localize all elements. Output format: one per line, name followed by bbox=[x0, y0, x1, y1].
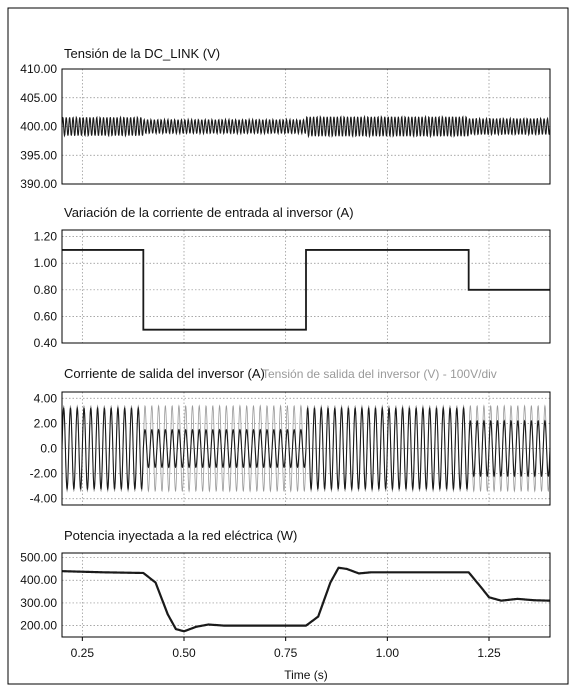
plot-panel: 1.20 1.00 0.80 0.60 0.40 bbox=[34, 229, 551, 350]
plot-frame bbox=[61, 68, 551, 185]
y-tick-label: 400.00 bbox=[20, 120, 57, 134]
x-axis: 0.25 0.50 0.75 1.00 1.25 bbox=[71, 637, 501, 660]
series-line bbox=[61, 406, 551, 491]
series-line bbox=[61, 114, 551, 139]
plot-panel: 4.00 2.00 0.0 -2.00 -4.00 bbox=[30, 391, 551, 506]
plot-panel: 500.00 400.00 300.00 200.00 bbox=[20, 551, 551, 638]
chart-title: Variación de la corriente de entrada al … bbox=[64, 205, 354, 220]
series-line bbox=[61, 566, 551, 633]
y-tick-label: -2.00 bbox=[30, 467, 58, 481]
x-tick-label: 1.25 bbox=[477, 646, 501, 660]
chart-title: Potencia inyectada a la red eléctrica (W… bbox=[64, 528, 297, 543]
plot-frame bbox=[61, 391, 551, 506]
y-tick-label: 395.00 bbox=[20, 148, 57, 162]
chart-title: Corriente de salida del inversor (A) bbox=[64, 366, 265, 381]
y-tick-label: 4.00 bbox=[34, 391, 58, 405]
plot-frame bbox=[61, 552, 551, 638]
x-tick-label: 1.00 bbox=[376, 646, 400, 660]
x-tick-label: 0.75 bbox=[274, 646, 298, 660]
chart-title-secondary: Tensión de salida del inversor (V) - 100… bbox=[262, 367, 497, 381]
x-axis-label: Time (s) bbox=[284, 668, 328, 682]
y-tick-label: 0.80 bbox=[34, 283, 58, 297]
y-tick-label: 2.00 bbox=[34, 416, 58, 430]
plot-panels: 410.00 405.00 400.00 395.00 390.00 1.20 1.00 0.… bbox=[20, 62, 551, 638]
y-tick-label: 0.40 bbox=[34, 336, 58, 350]
y-tick-label: 500.00 bbox=[20, 551, 57, 565]
y-tick-label: -4.00 bbox=[30, 492, 58, 506]
y-tick-label: 0.60 bbox=[34, 309, 58, 323]
y-tick-label: 405.00 bbox=[20, 91, 57, 105]
y-tick-label: 1.20 bbox=[34, 230, 58, 244]
y-tick-label: 1.00 bbox=[34, 256, 58, 270]
series-line bbox=[62, 249, 550, 331]
chart-title: Tensión de la DC_LINK (V) bbox=[64, 46, 220, 61]
y-tick-label: 0.0 bbox=[40, 442, 57, 456]
y-tick-label: 410.00 bbox=[20, 62, 57, 76]
figure-frame bbox=[7, 7, 569, 685]
y-tick-label: 300.00 bbox=[20, 596, 57, 610]
plot-frame bbox=[61, 229, 551, 344]
plot-panel: 410.00 405.00 400.00 395.00 390.00 bbox=[20, 62, 551, 191]
y-tick-label: 200.00 bbox=[20, 619, 57, 633]
y-tick-label: 400.00 bbox=[20, 573, 57, 587]
x-tick-label: 0.50 bbox=[172, 646, 196, 660]
y-tick-label: 390.00 bbox=[20, 177, 57, 191]
x-tick-label: 0.25 bbox=[71, 646, 95, 660]
